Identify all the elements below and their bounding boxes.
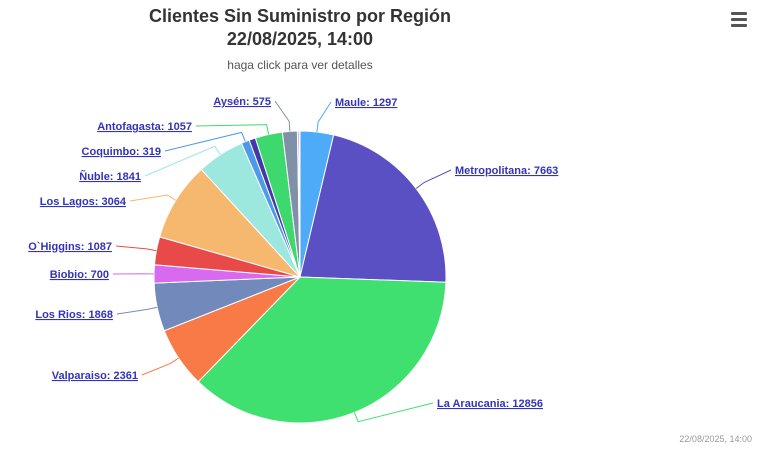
connector-los-lagos <box>129 194 177 202</box>
chart-title-date: 22/08/2025, 14:00 <box>226 29 374 49</box>
data-label-los-lagos[interactable]: Los Lagos: 3064 <box>40 196 127 208</box>
data-label-aysen[interactable]: Aysén: 575 <box>213 96 271 108</box>
data-label-metropolitana[interactable]: Metropolitana: 7663 <box>455 165 558 177</box>
pie-slice-la-araucania[interactable] <box>197 276 447 424</box>
chart-title: Clientes Sin Suministro por Región <box>148 6 452 26</box>
data-label-maule[interactable]: Maule: 1297 <box>335 97 397 109</box>
connector-nuble <box>144 145 221 177</box>
data-label-los-rios[interactable]: Los Rios: 1868 <box>35 309 113 321</box>
data-label-coquimbo[interactable]: Coquimbo: 319 <box>82 146 161 158</box>
connector-los-rios <box>116 306 158 315</box>
data-label-biobio[interactable]: Biobio: 700 <box>50 269 109 281</box>
data-label-nuble[interactable]: Ñuble: 1841 <box>79 170 141 183</box>
chart-credit: 22/08/2025, 14:00 <box>679 434 752 444</box>
chart-subtitle: haga click para ver detalles <box>227 58 373 72</box>
data-label-la-araucania[interactable]: La Araucania: 12856 <box>437 398 543 410</box>
connector-o-higgins <box>115 245 157 252</box>
connector-valparaiso <box>141 357 179 376</box>
connector-metropolitana <box>415 169 452 189</box>
connector-la-araucania <box>353 402 434 423</box>
data-label-o-higgins[interactable]: O`Higgins: 1087 <box>28 241 112 253</box>
data-label-antofagasta[interactable]: Antofagasta: 1057 <box>97 121 192 133</box>
connector-aysen <box>274 100 291 132</box>
pie-slice-atacama[interactable] <box>298 130 301 278</box>
connector-coquimbo <box>164 131 246 152</box>
data-label-valparaiso[interactable]: Valparaiso: 2361 <box>52 370 138 382</box>
connector-maule <box>316 101 332 133</box>
connector-antofagasta <box>195 124 270 135</box>
hamburger-menu-icon[interactable] <box>726 8 752 30</box>
